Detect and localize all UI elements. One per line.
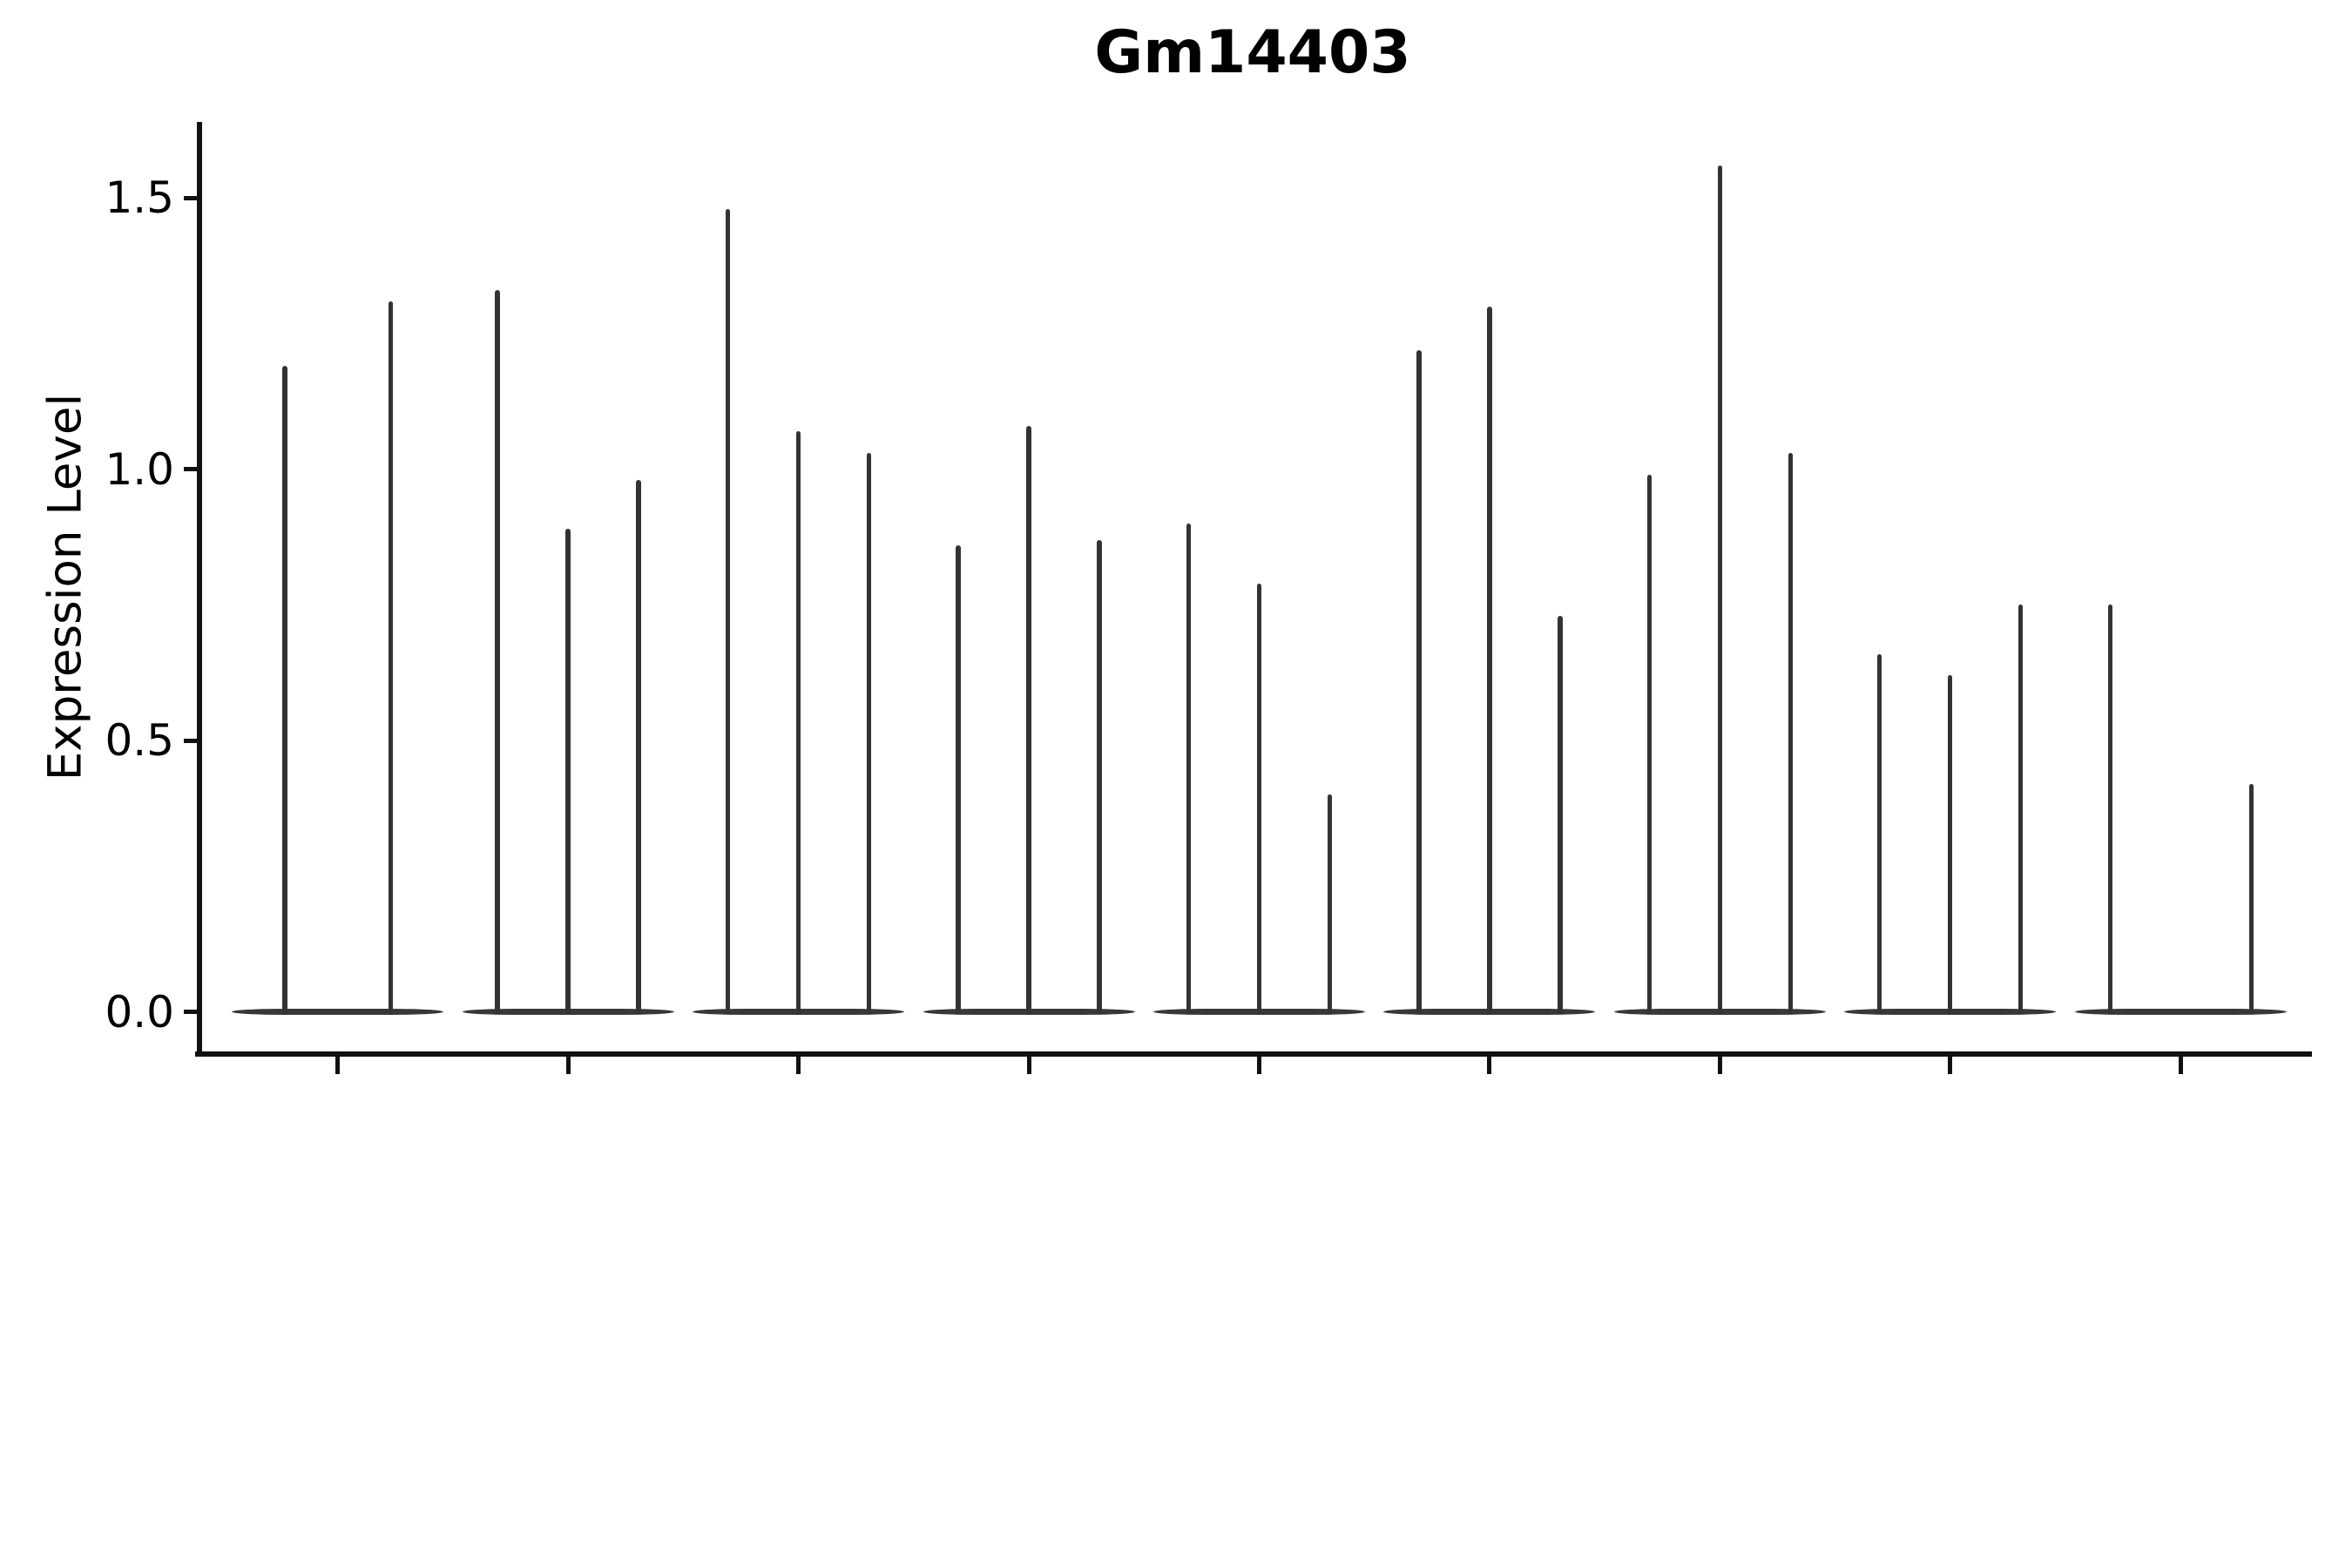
chart-title: Gm14403 — [1094, 18, 1411, 87]
violin-spike — [1717, 166, 1723, 1015]
violin-spike — [1416, 349, 1422, 1015]
violin-spike — [2107, 605, 2112, 1015]
violin-spike — [2248, 783, 2254, 1015]
violin-baseline — [2074, 1009, 2287, 1015]
y-tick-label: 1.5 — [105, 172, 174, 224]
violin-baseline — [232, 1009, 444, 1015]
x-tickmark — [565, 1057, 571, 1074]
violin-spike — [565, 529, 571, 1015]
x-tickmark — [335, 1057, 341, 1074]
violin-spike — [795, 431, 801, 1015]
y-tickmark — [184, 738, 197, 743]
violin-spike — [1646, 475, 1652, 1015]
violin-spike — [1487, 306, 1492, 1015]
violin-spike — [1327, 794, 1333, 1015]
violin-spike — [1948, 675, 1953, 1015]
x-tickmark — [2178, 1057, 2183, 1074]
x-tickmark — [1948, 1057, 1953, 1074]
x-tickmark — [1487, 1057, 1492, 1074]
y-tick-label: 0.5 — [105, 715, 174, 767]
violin-spike — [2018, 605, 2024, 1015]
violin-spike — [866, 453, 872, 1015]
violin-spike — [1026, 425, 1031, 1015]
x-tickmark — [1026, 1057, 1031, 1074]
violin-spike — [636, 480, 641, 1015]
x-tickmark — [1717, 1057, 1722, 1074]
x-axis-spine — [195, 1051, 2312, 1057]
y-tick-label: 0.0 — [105, 986, 174, 1037]
violin-spike — [1788, 453, 1794, 1015]
violin-spike — [1186, 524, 1192, 1015]
violin-spike — [1256, 583, 1262, 1015]
y-tick-label: 1.0 — [105, 443, 174, 495]
x-tickmark — [796, 1057, 801, 1074]
y-tickmark — [184, 1010, 197, 1014]
violin-spike — [1097, 539, 1102, 1015]
violin-spike — [495, 290, 500, 1015]
violin-spike — [1877, 653, 1882, 1015]
violin-spike — [725, 208, 731, 1015]
violin-spike — [388, 301, 394, 1015]
violin-spike — [282, 366, 287, 1015]
violin-spike — [1558, 615, 1563, 1015]
y-axis-spine — [197, 122, 202, 1057]
violin-spike — [956, 544, 961, 1015]
y-tickmark — [184, 195, 197, 200]
y-tickmark — [184, 467, 197, 472]
x-tickmark — [1256, 1057, 1261, 1074]
